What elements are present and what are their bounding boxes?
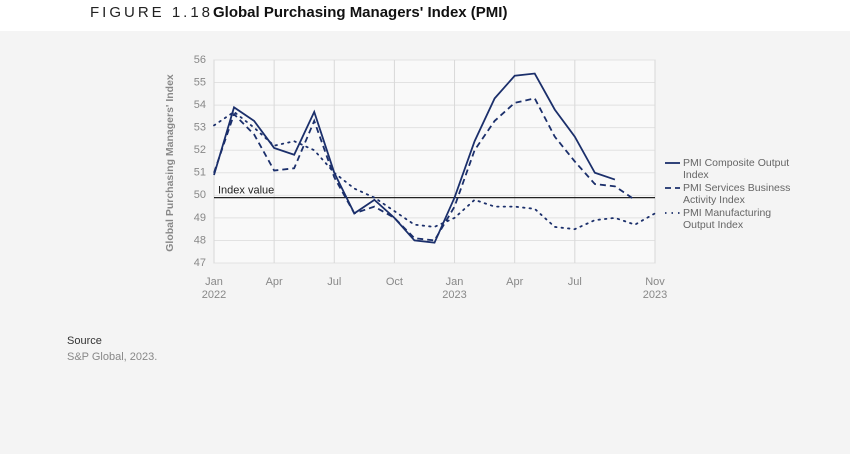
x-tick-label: Nov 2023 — [642, 276, 668, 301]
figure-label: FIGURE 1.18 — [90, 4, 214, 21]
legend-label: PMI Manufacturing Output Index — [683, 207, 772, 231]
legend-label: PMI Services Business Activity Index — [683, 182, 791, 206]
x-tick-label: Jul — [327, 276, 342, 288]
source-text: S&P Global, 2023. — [67, 351, 158, 363]
source-heading: Source — [67, 335, 102, 347]
y-tick-label: 51 — [194, 167, 206, 179]
x-tick-label: Jan 2023 — [442, 276, 467, 301]
x-tick-label: Oct — [385, 276, 403, 288]
y-tick-label: 50 — [194, 189, 206, 201]
plot-area — [213, 59, 656, 264]
y-tick-label: 48 — [194, 234, 206, 246]
y-tick-label: 52 — [194, 144, 206, 156]
y-tick-label: 54 — [194, 99, 206, 111]
x-tick-label: Jan 2022 — [201, 276, 227, 301]
legend-label: PMI Composite Output Index — [683, 157, 790, 181]
y-tick-label: 55 — [194, 76, 206, 88]
series-line — [213, 72, 616, 244]
series-line — [213, 97, 636, 242]
y-tick-label: 53 — [194, 122, 206, 134]
reference-label: Index value — [218, 184, 274, 196]
y-tick-label: 56 — [194, 54, 206, 66]
series-line — [213, 110, 656, 231]
chart-title: Global Purchasing Managers' Index (PMI) — [213, 4, 508, 21]
x-tick-label: Apr — [265, 276, 283, 288]
y-tick-label: 49 — [194, 212, 206, 224]
x-tick-label: Jul — [567, 276, 582, 288]
y-tick-label: 47 — [194, 257, 206, 269]
x-tick-label: Apr — [506, 276, 524, 288]
y-axis-label: Global Purchasing Managers' Index — [164, 74, 176, 252]
